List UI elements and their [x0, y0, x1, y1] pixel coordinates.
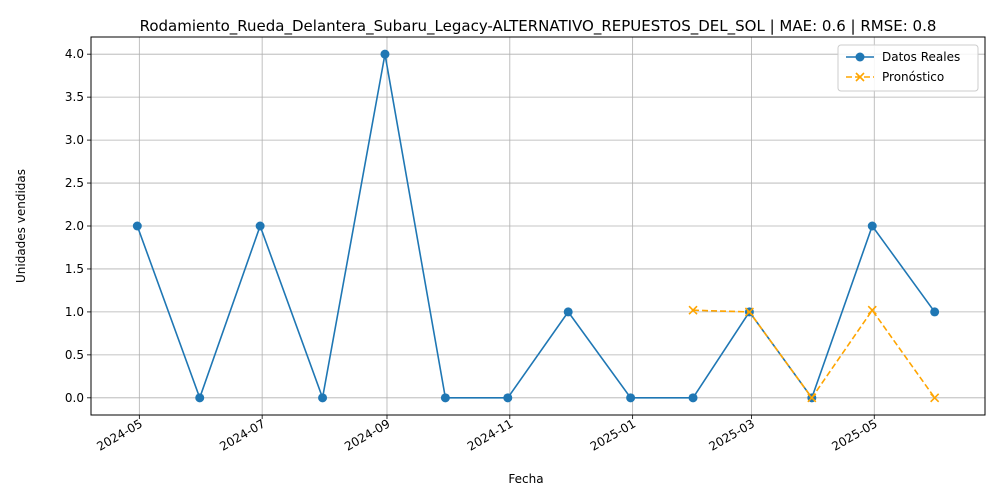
- x-tick-label: 2024-05: [94, 416, 144, 453]
- x-tick-label: 2024-09: [342, 416, 392, 453]
- x-tick-label: 2025-03: [707, 416, 757, 453]
- y-tick-label: 3.0: [65, 133, 84, 147]
- data-point: [195, 393, 205, 403]
- x-tick-label: 2025-05: [829, 416, 879, 453]
- data-point: [380, 49, 390, 59]
- legend-marker: [855, 52, 865, 62]
- data-point: [255, 221, 265, 231]
- y-tick-label: 2.5: [65, 176, 84, 190]
- y-tick-label: 3.5: [65, 90, 84, 104]
- data-point: [318, 393, 328, 403]
- legend-marker: [855, 72, 865, 82]
- data-point: [930, 307, 940, 317]
- y-tick-label: 0.5: [65, 348, 84, 362]
- legend-label: Datos Reales: [882, 50, 960, 64]
- y-axis-ticks: 0.0 0.5 1.0 1.5 2.0 2.5 3.0 3.5 4.0: [65, 47, 91, 405]
- data-point: [132, 221, 142, 231]
- data-point: [744, 307, 754, 317]
- y-tick-label: 0.0: [65, 391, 84, 405]
- y-tick-label: 1.0: [65, 305, 84, 319]
- series-layer: [132, 49, 940, 403]
- y-tick-label: 1.5: [65, 262, 84, 276]
- y-tick-label: 4.0: [65, 47, 84, 61]
- data-point: [867, 221, 877, 231]
- x-axis-label: Fecha: [508, 472, 543, 486]
- x-tick-label: 2024-11: [465, 416, 515, 453]
- data-point: [688, 393, 698, 403]
- series-1: [688, 305, 940, 403]
- data-point: [563, 307, 573, 317]
- legend: Datos Reales Pronóstico: [837, 44, 979, 92]
- x-tick-label: 2024-07: [217, 416, 267, 453]
- data-point: [626, 393, 636, 403]
- data-point: [867, 305, 877, 315]
- data-point: [807, 393, 817, 403]
- data-point: [688, 305, 698, 315]
- data-point: [930, 393, 940, 403]
- y-tick-label: 2.0: [65, 219, 84, 233]
- legend-label: Pronóstico: [882, 70, 944, 84]
- series-line: [693, 308, 936, 400]
- data-point: [503, 393, 513, 403]
- x-tick-label: 2025-01: [588, 416, 638, 453]
- y-axis-label: Unidades vendidas: [14, 169, 28, 283]
- grid: [91, 37, 985, 415]
- x-axis-ticks: 2024-05 2024-07 2024-09 2024-11 2025-01 2025-…: [94, 415, 880, 454]
- data-point: [440, 393, 450, 403]
- chart-title: Rodamiento_Rueda_Delantera_Subaru_Legacy…: [140, 17, 937, 36]
